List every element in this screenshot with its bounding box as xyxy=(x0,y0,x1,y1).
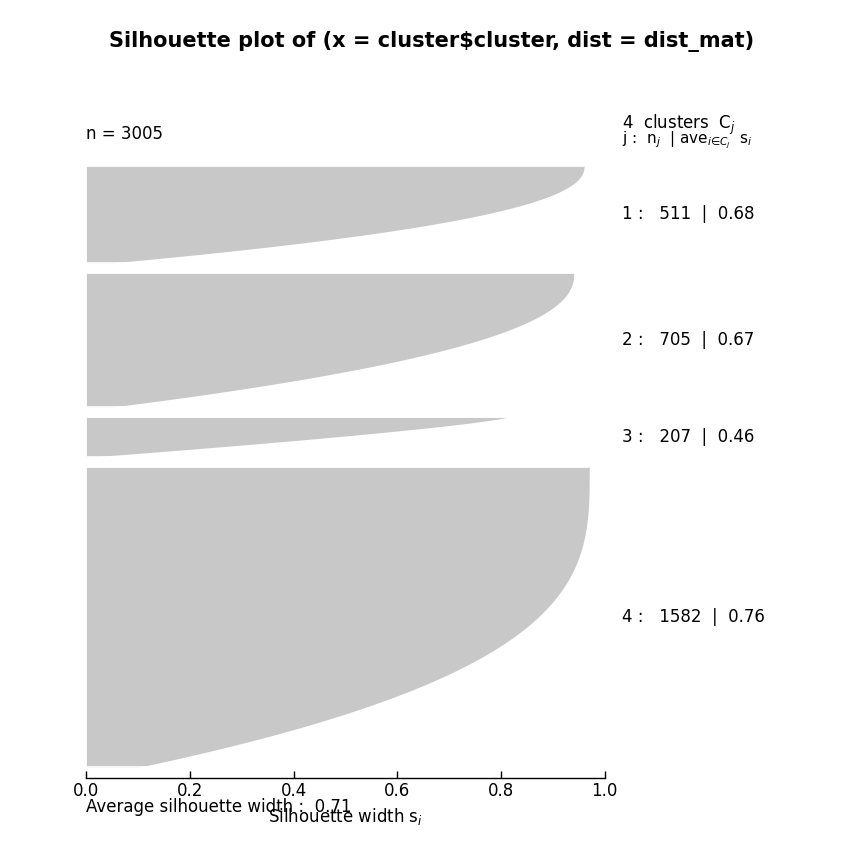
X-axis label: Silhouette width s$_i$: Silhouette width s$_i$ xyxy=(268,806,423,827)
Text: 3 :   207  |  0.46: 3 : 207 | 0.46 xyxy=(622,428,754,446)
Text: j :  n$_j$  | ave$_{i∈C_j}$  s$_i$: j : n$_j$ | ave$_{i∈C_j}$ s$_i$ xyxy=(622,130,753,151)
Text: n = 3005: n = 3005 xyxy=(86,124,163,143)
Text: Silhouette plot of (x = cluster$cluster, dist = dist_mat): Silhouette plot of (x = cluster$cluster,… xyxy=(110,31,754,52)
Text: 2 :   705  |  0.67: 2 : 705 | 0.67 xyxy=(622,331,754,349)
Text: 4 :   1582  |  0.76: 4 : 1582 | 0.76 xyxy=(622,608,765,626)
Text: 4  clusters  C$_j$: 4 clusters C$_j$ xyxy=(622,112,736,137)
Text: Average silhouette width :  0.71: Average silhouette width : 0.71 xyxy=(86,798,352,816)
Text: 1 :   511  |  0.68: 1 : 511 | 0.68 xyxy=(622,206,754,223)
